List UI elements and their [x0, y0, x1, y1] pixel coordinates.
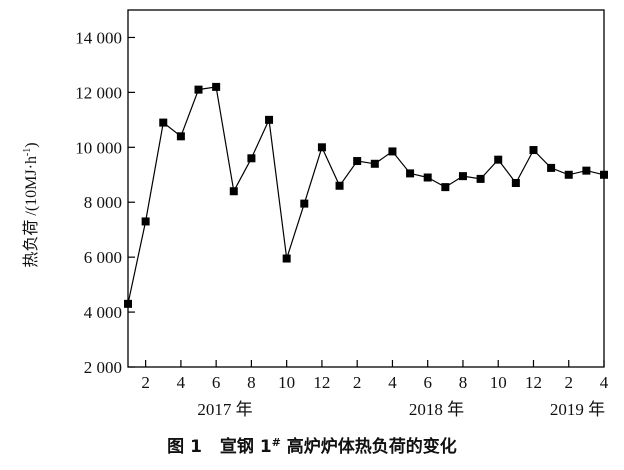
data-point	[547, 163, 556, 172]
axes	[127, 9, 605, 368]
data-point	[353, 157, 362, 166]
x-tick-label: 6	[212, 373, 221, 392]
data-point	[124, 299, 132, 308]
x-tick-label: 4	[177, 373, 186, 392]
x-tick-label: 8	[459, 373, 468, 392]
x-tick-label: 8	[247, 373, 256, 392]
data-point	[282, 254, 291, 263]
y-tick-label: 8 000	[84, 193, 122, 212]
data-point	[388, 147, 397, 156]
y-tick-label: 10 000	[75, 138, 122, 157]
data-point	[600, 170, 608, 179]
x-tick-label: 2	[141, 373, 150, 392]
x-tick-label: 12	[313, 373, 330, 392]
data-point	[423, 173, 432, 182]
y-tick-label: 4 000	[84, 303, 122, 322]
year-label: 2017 年	[197, 400, 252, 419]
data-point	[212, 82, 221, 91]
data-point	[229, 187, 238, 196]
year-label: 2019 年	[550, 400, 605, 419]
x-tick-label: 10	[278, 373, 295, 392]
data-point	[247, 154, 256, 163]
data-point	[441, 183, 450, 192]
series-heat-load	[124, 82, 608, 308]
data-point	[406, 169, 415, 178]
y-axis-ticks: 2 000 4 000 6 000 8 000 10 000 12 000 14 000	[75, 28, 135, 377]
x-tick-label: 2	[353, 373, 362, 392]
data-point	[194, 85, 203, 94]
data-point	[159, 118, 168, 127]
data-point	[300, 199, 309, 208]
x-tick-label: 10	[490, 373, 507, 392]
x-tick-label: 4	[388, 373, 397, 392]
data-point	[476, 174, 485, 183]
y-tick-label: 14 000	[75, 28, 122, 47]
year-labels: 2017 年 2018 年 2019 年	[197, 400, 605, 419]
data-point	[265, 115, 274, 124]
x-axis-ticks: 2 4 6 8 10 12 2 4 6 8 10 12 2 4	[141, 360, 609, 392]
y-tick-label: 2 000	[84, 358, 122, 377]
data-point	[494, 155, 503, 164]
x-tick-label: 6	[423, 373, 432, 392]
y-axis-title: 热负荷 /(10MJ·h-1)	[22, 142, 40, 267]
data-point	[317, 143, 326, 152]
data-point	[335, 181, 344, 190]
data-point	[176, 132, 185, 141]
data-point	[529, 146, 538, 155]
x-tick-label: 4	[600, 373, 609, 392]
x-tick-label: 2	[564, 373, 573, 392]
data-point	[564, 170, 573, 179]
y-tick-label: 12 000	[75, 83, 122, 102]
data-point	[458, 172, 467, 181]
figure-caption: 图 1 宣钢 1# 高炉炉体热负荷的变化	[167, 436, 457, 457]
plot-frame	[127, 9, 605, 368]
series-line	[127, 86, 605, 304]
data-point	[370, 159, 379, 168]
year-label: 2018 年	[409, 400, 464, 419]
y-tick-label: 6 000	[84, 248, 122, 267]
data-point	[141, 217, 150, 226]
data-point	[511, 179, 520, 188]
x-tick-label: 12	[525, 373, 542, 392]
data-point	[582, 166, 591, 175]
